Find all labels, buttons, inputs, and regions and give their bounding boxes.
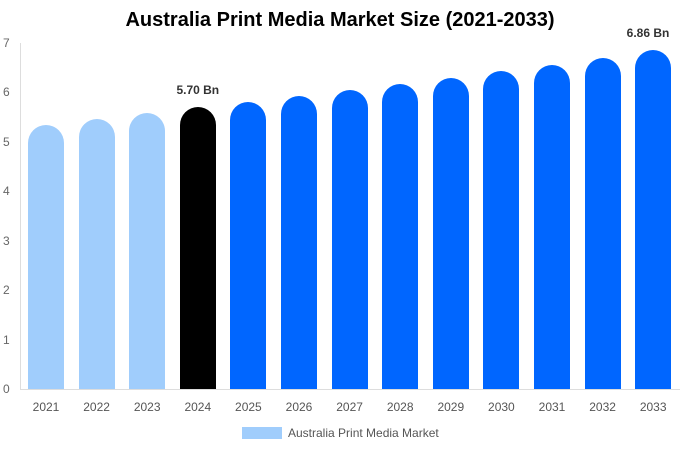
bar-2026[interactable] bbox=[281, 95, 317, 389]
x-tick-label: 2031 bbox=[538, 400, 566, 414]
legend-swatch bbox=[242, 427, 282, 439]
y-tick-label: 2 bbox=[3, 283, 10, 298]
x-tick-label: 2029 bbox=[437, 400, 465, 414]
x-tick-label: 2033 bbox=[639, 400, 667, 414]
bar-2030[interactable] bbox=[483, 71, 520, 389]
x-tick-label: 2032 bbox=[589, 400, 616, 414]
bar-2025[interactable] bbox=[230, 101, 267, 389]
data-label: 5.70 Bn bbox=[176, 83, 220, 98]
legend-label: Australia Print Media Market bbox=[288, 426, 439, 440]
x-tick-label: 2030 bbox=[488, 400, 515, 414]
bar-2029[interactable] bbox=[432, 77, 469, 389]
x-tick-label: 2024 bbox=[184, 400, 212, 414]
bar-2022[interactable] bbox=[78, 118, 115, 389]
y-tick-label: 1 bbox=[3, 332, 10, 347]
x-tick-label: 2025 bbox=[235, 400, 262, 414]
legend[interactable]: Australia Print Media Market bbox=[242, 426, 439, 440]
x-axis-line bbox=[20, 389, 680, 390]
x-tick-label: 2028 bbox=[386, 400, 414, 414]
x-tick-label: 2023 bbox=[133, 400, 161, 414]
x-tick-label: 2022 bbox=[83, 400, 110, 414]
x-tick-label: 2026 bbox=[285, 400, 313, 414]
y-axis-line bbox=[20, 43, 21, 389]
bar-2024[interactable] bbox=[179, 107, 216, 389]
bar-2027[interactable] bbox=[331, 90, 368, 389]
x-tick-label: 2027 bbox=[336, 400, 363, 414]
y-tick-label: 0 bbox=[3, 382, 10, 396]
bar-2021[interactable] bbox=[28, 125, 64, 389]
x-tick-label: 2021 bbox=[32, 400, 60, 414]
y-tick-label: 3 bbox=[3, 233, 10, 248]
bar-2033[interactable] bbox=[635, 49, 672, 389]
bar-2032[interactable] bbox=[584, 57, 621, 389]
bar-2031[interactable] bbox=[534, 64, 570, 389]
data-label: 6.86 Bn bbox=[626, 25, 670, 40]
y-tick-label: 4 bbox=[3, 184, 10, 199]
y-tick-label: 5 bbox=[3, 134, 10, 149]
y-tick-label: 6 bbox=[3, 85, 10, 100]
bar-2023[interactable] bbox=[129, 112, 166, 389]
y-tick-label: 7 bbox=[3, 36, 10, 50]
chart-title: Australia Print Media Market Size (2021-… bbox=[125, 9, 555, 31]
bar-2028[interactable] bbox=[382, 84, 419, 389]
